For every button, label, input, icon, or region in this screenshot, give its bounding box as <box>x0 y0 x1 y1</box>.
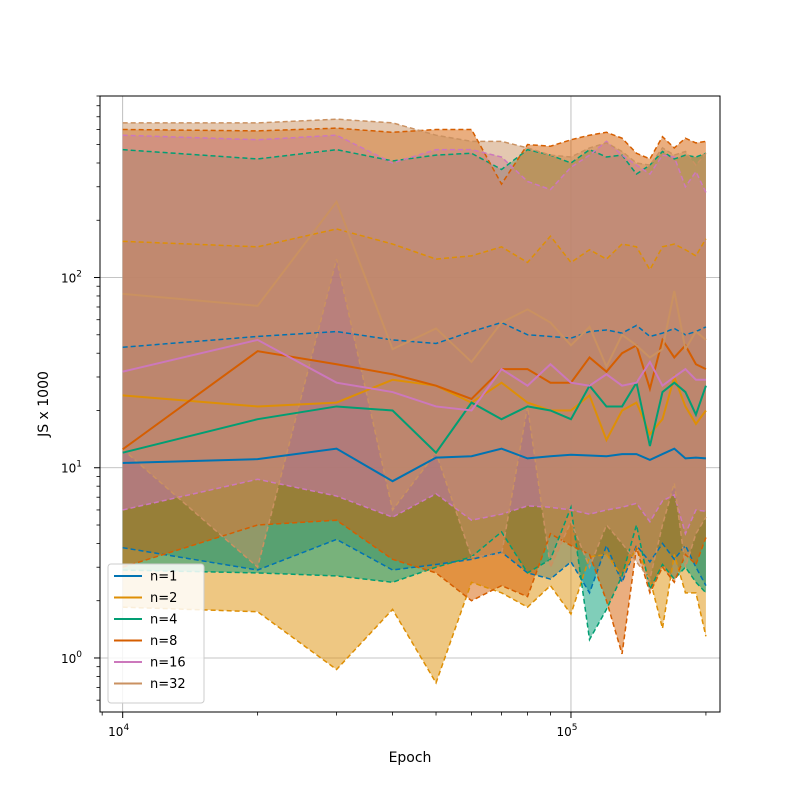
mean-line-n=16 <box>122 338 706 412</box>
upper-bound-line-n=8 <box>122 127 707 186</box>
band-n=32 <box>122 119 706 580</box>
plot-frame <box>99 95 721 713</box>
legend-label: n=8 <box>150 634 177 649</box>
legend-box <box>107 563 205 704</box>
legend-label: n=2 <box>150 591 177 606</box>
legend-label: n=4 <box>150 613 177 628</box>
mean-lines <box>122 199 707 483</box>
mean-line-n=4 <box>122 380 707 455</box>
legend: n=1 n=2 n=4 n=8 n=16 n=32 <box>107 563 205 704</box>
lower-bound-line-n=32 <box>122 258 707 581</box>
upper-bound-line-n=2 <box>122 228 707 272</box>
mean-line-n=32 <box>122 199 707 370</box>
upper-bound-line-n=4 <box>122 148 707 176</box>
upper-bound-line-n=16 <box>122 134 707 193</box>
confidence-bands <box>122 119 706 683</box>
x-axis-label: Epoch <box>389 750 432 766</box>
mean-line-n=1 <box>122 447 706 483</box>
lower-bound-line-n=4 <box>122 504 707 642</box>
lower-bound-line-n=8 <box>122 519 707 655</box>
lower-bound-line-n=16 <box>122 478 707 536</box>
legend-label: n=32 <box>150 677 186 692</box>
legend-label: n=16 <box>150 656 186 671</box>
lower-bound-line-n=2 <box>122 545 707 685</box>
mean-line-n=8 <box>122 337 707 451</box>
legend-label: n=1 <box>150 570 177 585</box>
y-axis-label: JS x 1000 <box>36 371 52 438</box>
